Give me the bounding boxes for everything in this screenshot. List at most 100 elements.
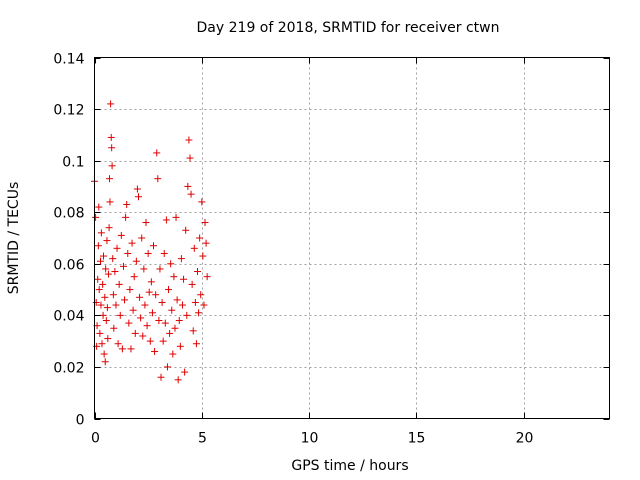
data-point [148, 309, 156, 317]
data-point [105, 224, 113, 232]
y-tick-label: 0.1 [62, 155, 84, 171]
y-tick-label: 0.02 [53, 361, 84, 377]
data-point [171, 324, 179, 332]
data-point [172, 213, 180, 221]
data-point [102, 265, 110, 273]
data-point [173, 296, 181, 304]
data-point [168, 306, 176, 314]
data-point [196, 234, 204, 242]
data-point [122, 213, 130, 221]
data-point [127, 345, 135, 353]
data-point [99, 311, 107, 319]
data-point [174, 376, 182, 384]
data-point [200, 301, 208, 309]
data-point [156, 265, 164, 273]
data-point [95, 203, 103, 211]
data-point [114, 340, 122, 348]
data-point [106, 175, 114, 183]
data-point [175, 317, 183, 325]
data-point [169, 350, 177, 358]
data-point [158, 298, 166, 306]
data-point [139, 332, 147, 340]
data-point [128, 239, 136, 247]
data-point [130, 273, 138, 281]
data-point [160, 249, 168, 257]
data-point [197, 291, 205, 299]
grid-lines [94, 57, 610, 419]
data-point [191, 298, 199, 306]
data-point [97, 257, 105, 265]
data-point [133, 185, 141, 193]
data-point [134, 193, 142, 201]
data-point [194, 268, 201, 276]
data-point [102, 317, 110, 325]
data-point [151, 347, 159, 355]
data-point [161, 319, 169, 327]
data-point [107, 100, 115, 108]
data-point [180, 275, 188, 283]
data-point [117, 231, 125, 239]
data-point [108, 144, 116, 152]
data-point [137, 314, 145, 322]
data-point [108, 162, 116, 170]
data-point [184, 182, 192, 190]
y-tick-label: 0.12 [53, 103, 84, 119]
y-tick-label: 0.14 [53, 52, 84, 68]
data-point [176, 342, 184, 350]
data-point [192, 340, 200, 348]
data-point [147, 278, 155, 286]
data-point [186, 154, 194, 162]
data-point [124, 249, 132, 257]
data-point [101, 358, 109, 366]
data-point [165, 286, 173, 294]
data-point [198, 198, 206, 206]
data-point [189, 327, 197, 335]
data-point [177, 255, 185, 263]
data-point [178, 301, 186, 309]
y-axis-label: SRMTID / TECUs [6, 182, 22, 295]
data-point [163, 363, 171, 371]
data-point [103, 237, 111, 245]
data-point [119, 262, 127, 270]
data-point [131, 329, 139, 337]
data-point [146, 337, 154, 345]
data-point [202, 239, 210, 247]
data-point [110, 324, 118, 332]
data-point [100, 252, 108, 260]
data-point [182, 226, 190, 234]
data-point [104, 335, 112, 343]
data-point [96, 329, 104, 337]
data-points [91, 100, 211, 384]
data-point [94, 242, 102, 250]
data-point [115, 280, 123, 288]
y-tick-label: 0 [76, 413, 85, 429]
data-point [97, 301, 105, 309]
data-point [125, 319, 133, 327]
data-point [132, 257, 140, 265]
data-point [154, 175, 162, 183]
data-point [195, 309, 203, 317]
data-point [187, 190, 195, 198]
data-point [136, 293, 144, 301]
data-point [112, 301, 120, 309]
data-point [183, 311, 191, 319]
data-point [94, 275, 102, 283]
data-point [104, 270, 112, 278]
x-tick-label: 10 [301, 431, 319, 447]
y-tick-label: 0.08 [53, 206, 84, 222]
x-tick-label: 15 [408, 431, 426, 447]
data-point [167, 260, 175, 268]
data-point [203, 273, 211, 281]
data-point [92, 298, 100, 306]
data-point [199, 252, 207, 260]
data-point [155, 317, 163, 325]
data-point [100, 350, 108, 358]
data-point [103, 304, 111, 312]
data-point [92, 213, 100, 221]
x-tick-label: 20 [516, 431, 534, 447]
x-tick-label: 0 [91, 431, 100, 447]
data-point [129, 306, 137, 314]
data-point [201, 219, 209, 227]
plot-frame [94, 57, 610, 419]
x-axis-label: GPS time / hours [291, 458, 408, 474]
